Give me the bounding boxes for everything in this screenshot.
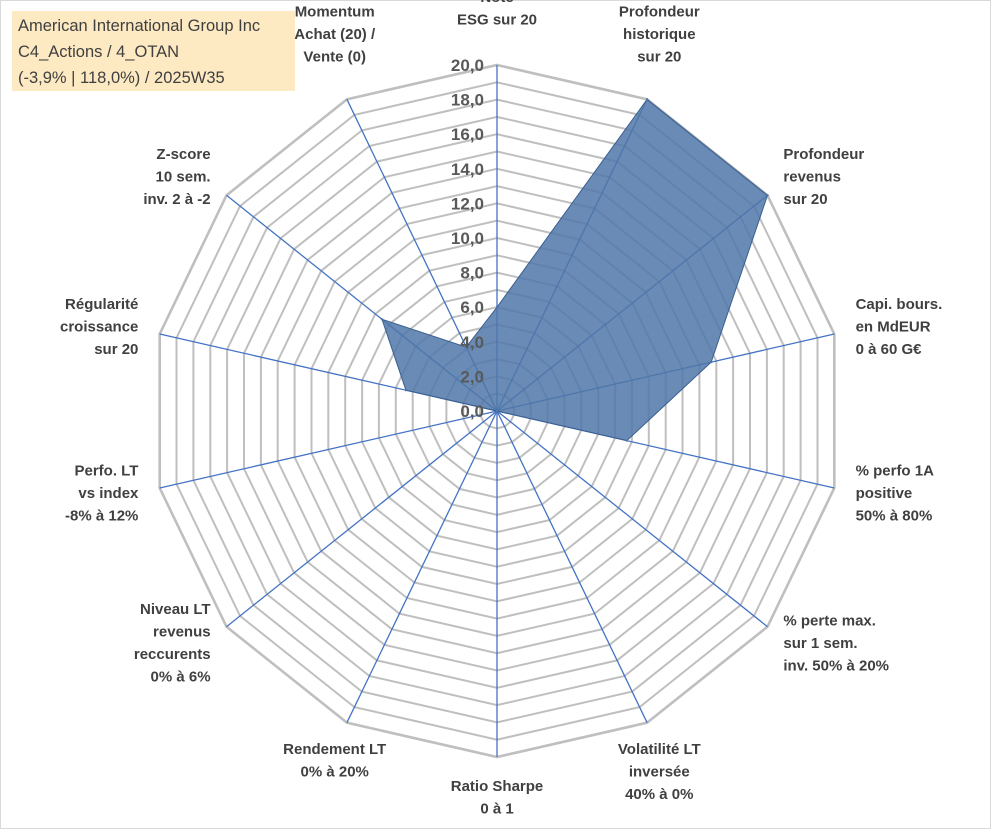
axis-label-line: % perfo 1A [856, 463, 935, 480]
axis-label-line: croissance [60, 319, 138, 336]
axis-label-line: -8% à 12% [65, 508, 138, 525]
axis-label-line: reccurents [134, 646, 211, 663]
axis-label: Profondeur revenus sur 20 [783, 146, 864, 208]
axis-label: Momentum Achat (20) / Vente (0) [294, 4, 376, 66]
axis-label: Profondeur historique sur 20 [619, 4, 700, 66]
axis-label-line: sur 20 [94, 341, 138, 358]
axis-label: Niveau LT revenus reccurents 0% à 6% [134, 601, 211, 686]
data-point [625, 439, 629, 442]
company-name: American International Group Inc [18, 17, 261, 35]
axis-label-line: Régularité [65, 296, 138, 313]
axis-label-line: inv. 50% à 20% [783, 657, 889, 674]
tick-label: 6,0 [460, 298, 484, 317]
axis-label-line: Ratio Sharpe [451, 778, 544, 795]
axis-spoke [496, 410, 648, 723]
axis-label: Rendement LT 0% à 20% [283, 741, 386, 781]
axis-label-line: vs index [78, 485, 139, 502]
tick-label: 2,0 [460, 367, 484, 386]
axis-label-line: Note [480, 0, 513, 6]
data-point [495, 306, 499, 309]
data-point [404, 389, 408, 392]
series-layer [380, 98, 769, 442]
axis-label: Perfo. LT vs index -8% à 12% [65, 463, 139, 525]
tick-label: 16,0 [451, 125, 484, 144]
axis-label: Capi. bours. en MdEUR 0 à 60 G€ [856, 296, 943, 358]
axis-label-line: revenus [783, 169, 841, 186]
tick-label: 20,0 [451, 56, 484, 75]
axis-spoke [346, 410, 498, 723]
axis-label-line: 0% à 6% [151, 669, 211, 686]
axis-label: Ratio Sharpe 0 à 1 [451, 778, 544, 818]
axis-label-line: Volatilité LT [618, 741, 701, 758]
data-point [710, 360, 713, 364]
axis-label-line: Rendement LT [283, 741, 386, 758]
axis-label-line: Perfo. LT [75, 463, 139, 480]
axis-label-line: 0 à 1 [480, 801, 513, 818]
axis-spoke [159, 410, 498, 489]
tick-label: 14,0 [451, 160, 484, 179]
axis-label-line: ESG sur 20 [457, 12, 537, 29]
axis-label-line: 50% à 80% [856, 508, 933, 525]
axis-label-line: inversée [629, 764, 690, 781]
axis-label-line: Achat (20) / [294, 26, 376, 43]
axis-label-line: 0% à 20% [301, 764, 369, 781]
tick-label: 10,0 [451, 229, 484, 248]
classification-label: C4_Actions / 4_OTAN [18, 43, 180, 61]
axis-label-line: inv. 2 à -2 [143, 191, 210, 208]
axis-label-line: Profondeur [619, 4, 700, 21]
data-point [645, 98, 649, 101]
tick-label: 8,0 [460, 264, 484, 283]
axis-spoke [226, 410, 498, 628]
axis-label-line: % perte max. [783, 612, 876, 629]
axis-label-line: 40% à 0% [625, 786, 693, 803]
axis-label: Volatilité LT inversée 40% à 0% [618, 741, 701, 803]
tick-label: 4,0 [460, 333, 484, 352]
data-point [380, 318, 384, 321]
axis-label-line: sur 20 [783, 191, 827, 208]
axis-label-line: revenus [153, 624, 211, 641]
axis-label-line: sur 20 [637, 49, 681, 66]
data-point [495, 409, 499, 413]
axis-label-line: 10 sem. [156, 169, 211, 186]
axis-label-line: 0 à 60 G€ [856, 341, 923, 358]
axis-labels: Note ESG sur 20 Profondeur historique sur 20… [60, 0, 942, 818]
axis-label: % perfo 1A positive 50% à 80% [856, 463, 935, 525]
axis-label-line: Z-score [156, 146, 210, 163]
axis-label-line: sur 1 sem. [783, 635, 857, 652]
axis-label-line: Capi. bours. [856, 296, 943, 313]
axis-label: % perte max. sur 1 sem. inv. 50% à 20% [783, 612, 889, 674]
axis-label: Z-score 10 sem. inv. 2 à -2 [143, 146, 210, 208]
axis-label-line: en MdEUR [856, 319, 931, 336]
radial-tick-labels: 0,0 2,0 4,0 6,0 8,0 10,0 12,0 14,0 16,0 18,0 20,0 [451, 56, 484, 421]
period-label: (-3,9% | 118,0%) / 2025W35 [18, 69, 225, 87]
axis-label-line: historique [623, 26, 696, 43]
tick-label: 18,0 [451, 91, 484, 110]
tick-label: 12,0 [451, 194, 484, 213]
data-point [766, 194, 769, 197]
axis-label-line: Momentum [295, 4, 375, 21]
axis-label-line: Profondeur [783, 146, 864, 163]
axis-label-line: Vente (0) [303, 49, 366, 66]
data-point [465, 345, 468, 349]
axis-label: Note ESG sur 20 [457, 0, 537, 29]
axis-label-line: Niveau LT [140, 601, 211, 618]
series-area [381, 98, 769, 442]
axis-spoke [496, 410, 768, 628]
axis-label: Régularité croissance sur 20 [60, 296, 138, 358]
axis-label-line: positive [856, 485, 913, 502]
tick-label: 0,0 [460, 402, 484, 421]
chart-info-box: American International Group Inc C4_Acti… [12, 11, 295, 91]
